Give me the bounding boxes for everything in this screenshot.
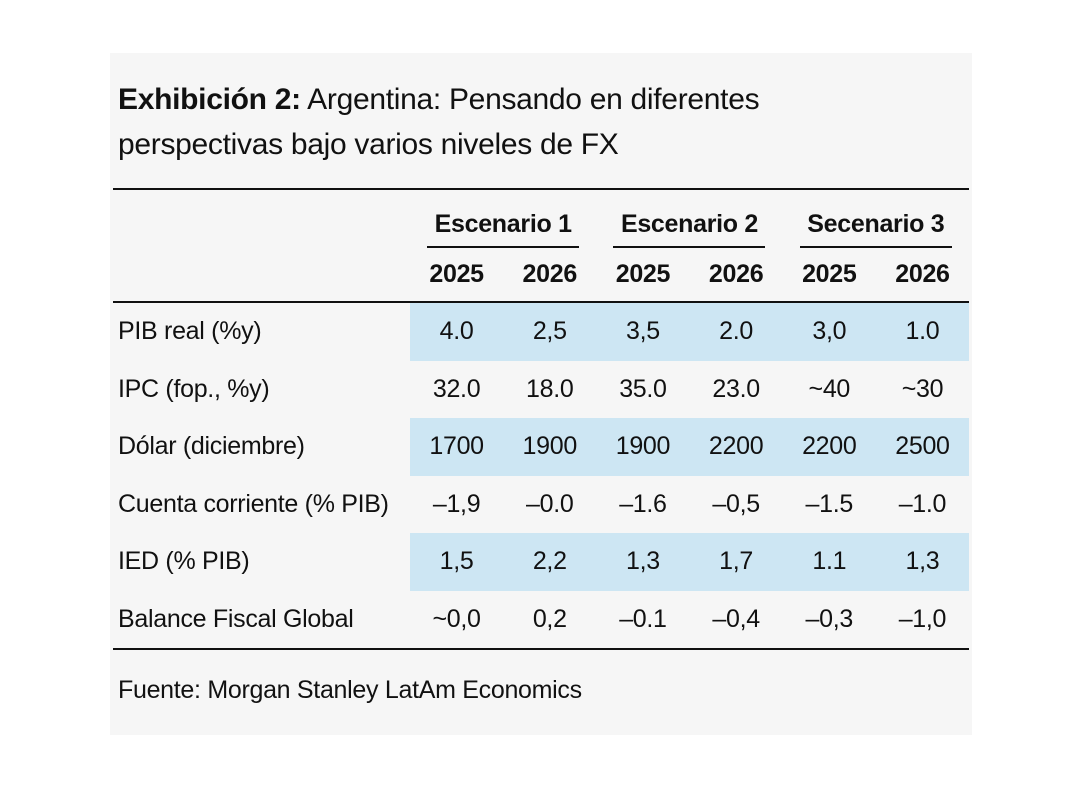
scenario-3-header: Secenario 3 [783, 210, 969, 248]
value-cell: 2200 [802, 432, 857, 461]
value-cell: –0,3 [805, 604, 854, 633]
table-row-pib-real: PIB real (%y) 4.0 2,5 3,5 2.0 3,0 1.0 [113, 303, 969, 361]
value-cell: 1,3 [626, 547, 660, 576]
value-cell: 2.0 [719, 317, 754, 346]
value-cell: 2,5 [532, 317, 567, 346]
scenario-1-underline [427, 246, 580, 248]
row-label: PIB real (%y) [118, 317, 262, 346]
value-cell: –1,0 [898, 604, 947, 633]
year-header: 2025 [802, 260, 857, 288]
table-header: Escenario 1 Escenario 2 Secenario 3 2025… [113, 190, 969, 301]
value-cell: –1.0 [898, 489, 947, 518]
row-label: IPC (fop., %y) [118, 374, 270, 403]
row-label: Balance Fiscal Global [118, 604, 354, 633]
row-label: IED (% PIB) [118, 547, 250, 576]
scenario-1-label: Escenario 1 [434, 210, 572, 238]
row-values: ~0,0 0,2 –0.1 –0,4 –0,3 –1,0 [410, 591, 969, 649]
row-values: 1700 1900 1900 2200 2200 2500 [410, 418, 969, 476]
scenario-header-row: Escenario 1 Escenario 2 Secenario 3 [113, 190, 969, 248]
year-header: 2026 [708, 260, 764, 288]
table-bottom-line [113, 648, 969, 650]
scenario-2-underline [613, 246, 766, 248]
value-cell: 2200 [708, 432, 764, 461]
value-cell: –0.1 [619, 604, 667, 633]
value-cell: 1900 [522, 432, 578, 461]
value-cell: ~40 [808, 374, 851, 403]
title-divider-line [113, 188, 969, 190]
source-note: Fuente: Morgan Stanley LatAm Economics [118, 676, 582, 704]
row-values: –1,9 –0.0 –1.6 –0,5 –1.5 –1.0 [410, 476, 969, 534]
year-header-row: 2025 2026 2025 2026 2025 2026 [113, 248, 969, 301]
value-cell: 1,7 [719, 547, 754, 576]
table-body: PIB real (%y) 4.0 2,5 3,5 2.0 3,0 1.0 IP… [113, 303, 969, 648]
scenario-3-underline [799, 246, 952, 248]
value-cell: ~0,0 [432, 604, 481, 633]
value-cell: –0.0 [526, 489, 574, 518]
year-header: 2026 [895, 260, 950, 288]
value-cell: 32.0 [432, 374, 481, 403]
value-cell: 1,3 [905, 547, 940, 576]
value-cell: 4.0 [439, 317, 474, 346]
value-cell: –1.6 [619, 489, 667, 518]
value-cell: 1.0 [905, 317, 940, 346]
value-cell: –0,5 [712, 489, 760, 518]
table-row-ied: IED (% PIB) 1,5 2,2 1,3 1,7 1.1 1,3 [113, 533, 969, 591]
table-row-dolar: Dólar (diciembre) 1700 1900 1900 2200 22… [113, 418, 969, 476]
value-cell: 3,5 [626, 317, 660, 346]
year-header: 2026 [522, 260, 578, 288]
value-cell: –1.5 [805, 489, 854, 518]
value-cell: 2500 [895, 432, 950, 461]
row-label: Cuenta corriente (% PIB) [118, 489, 389, 518]
value-cell: 0,2 [532, 604, 567, 633]
value-cell: 1900 [615, 432, 671, 461]
exhibit-number-label: Exhibición 2: [118, 83, 301, 116]
value-cell: ~30 [901, 374, 944, 403]
row-values: 1,5 2,2 1,3 1,7 1.1 1,3 [410, 533, 969, 591]
year-header: 2025 [429, 260, 484, 288]
year-header: 2025 [615, 260, 671, 288]
row-values: 4.0 2,5 3,5 2.0 3,0 1.0 [410, 303, 969, 361]
exhibit-title: Exhibición 2: Argentina: Pensando en dif… [113, 53, 893, 188]
value-cell: 1.1 [812, 547, 847, 576]
scenario-3-label: Secenario 3 [807, 210, 945, 238]
table-row-cuenta-corriente: Cuenta corriente (% PIB) –1,9 –0.0 –1.6 … [113, 476, 969, 534]
table-row-balance-fiscal: Balance Fiscal Global ~0,0 0,2 –0.1 –0,4… [113, 591, 969, 649]
value-cell: 3,0 [812, 317, 847, 346]
value-cell: 18.0 [526, 374, 574, 403]
scenario-2-header: Escenario 2 [596, 210, 782, 248]
exhibit-title-text: Argentina: Pensando en diferentes perspe… [118, 83, 760, 161]
header-divider-line [113, 301, 969, 303]
value-cell: 23.0 [712, 374, 760, 403]
value-cell: 1700 [429, 432, 484, 461]
value-cell: 35.0 [619, 374, 667, 403]
row-label: Dólar (diciembre) [118, 432, 305, 461]
value-cell: 1,5 [439, 547, 474, 576]
table-row-ipc: IPC (fop., %y) 32.0 18.0 35.0 23.0 ~40 ~… [113, 361, 969, 419]
scenario-1-header: Escenario 1 [410, 210, 596, 248]
value-cell: –0,4 [712, 604, 760, 633]
value-cell: –1,9 [432, 489, 481, 518]
row-values: 32.0 18.0 35.0 23.0 ~40 ~30 [410, 361, 969, 419]
scenario-2-label: Escenario 2 [620, 210, 759, 238]
value-cell: 2,2 [532, 547, 567, 576]
exhibit-panel: Exhibición 2: Argentina: Pensando en dif… [110, 53, 972, 735]
